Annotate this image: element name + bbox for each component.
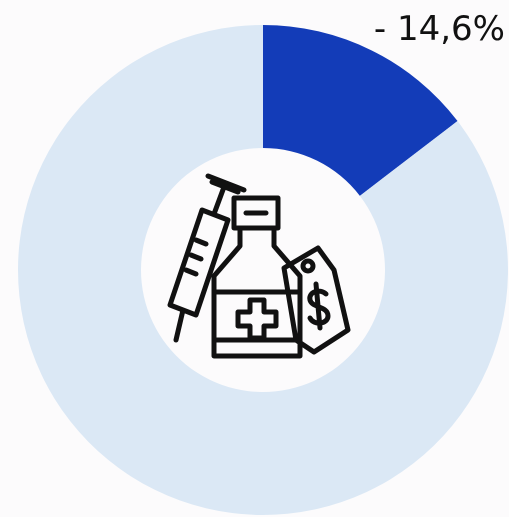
slice xyxy=(263,25,458,196)
medicine-icon xyxy=(167,173,351,359)
slice xyxy=(17,25,508,515)
slices xyxy=(17,25,508,515)
value-label: - 14,6% xyxy=(374,9,505,49)
